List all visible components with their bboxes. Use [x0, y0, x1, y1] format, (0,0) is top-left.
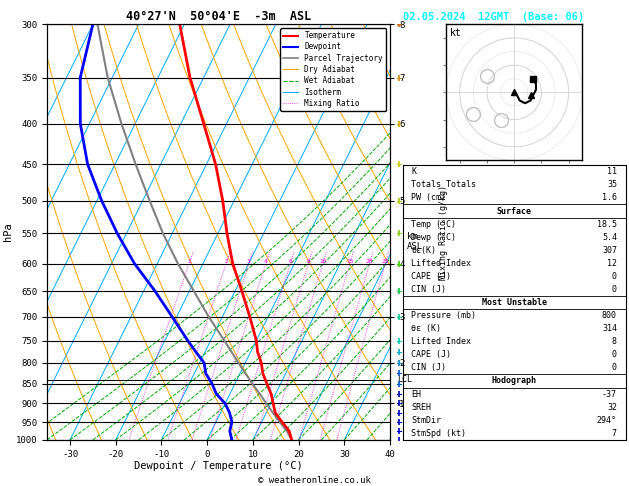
Text: Dewp (°C): Dewp (°C) [411, 233, 457, 242]
Text: 6: 6 [289, 259, 292, 263]
Text: 25: 25 [382, 259, 389, 263]
Text: 32: 32 [607, 402, 617, 412]
Text: 4: 4 [264, 259, 268, 263]
Text: 8: 8 [306, 259, 310, 263]
Text: 307: 307 [602, 246, 617, 255]
Title: 40°27'N  50°04'E  -3m  ASL: 40°27'N 50°04'E -3m ASL [126, 10, 311, 23]
Y-axis label: km
ASL: km ASL [407, 232, 423, 251]
Text: © weatheronline.co.uk: © weatheronline.co.uk [258, 476, 371, 485]
Text: 7: 7 [612, 429, 617, 438]
Legend: Temperature, Dewpoint, Parcel Trajectory, Dry Adiabat, Wet Adiabat, Isotherm, Mi: Temperature, Dewpoint, Parcel Trajectory… [280, 28, 386, 111]
Text: 2: 2 [224, 259, 228, 263]
Text: 314: 314 [602, 324, 617, 333]
Text: Surface: Surface [497, 207, 532, 215]
Text: Pressure (mb): Pressure (mb) [411, 311, 477, 320]
Text: StmDir: StmDir [411, 416, 442, 425]
Text: CIN (J): CIN (J) [411, 364, 447, 372]
Text: 0: 0 [612, 364, 617, 372]
Text: CAPE (J): CAPE (J) [411, 272, 452, 281]
Text: SREH: SREH [411, 402, 431, 412]
Text: StmSpd (kt): StmSpd (kt) [411, 429, 467, 438]
Text: Lifted Index: Lifted Index [411, 337, 472, 346]
Text: 10: 10 [319, 259, 326, 263]
Text: 294°: 294° [597, 416, 617, 425]
X-axis label: Dewpoint / Temperature (°C): Dewpoint / Temperature (°C) [134, 461, 303, 471]
Y-axis label: hPa: hPa [3, 223, 13, 242]
Text: CAPE (J): CAPE (J) [411, 350, 452, 359]
Text: Hodograph: Hodograph [492, 377, 537, 385]
Text: 15: 15 [346, 259, 353, 263]
Text: PW (cm): PW (cm) [411, 193, 447, 203]
Text: Mixing Ratio (g/kg): Mixing Ratio (g/kg) [439, 185, 448, 279]
Text: 5.4: 5.4 [602, 233, 617, 242]
Text: 20: 20 [366, 259, 374, 263]
Text: 0: 0 [612, 350, 617, 359]
Text: kt: kt [450, 28, 462, 38]
Text: θε (K): θε (K) [411, 324, 442, 333]
Text: Totals Totals: Totals Totals [411, 180, 477, 190]
Text: Lifted Index: Lifted Index [411, 259, 472, 268]
Text: 0: 0 [612, 285, 617, 294]
Text: 02.05.2024  12GMT  (Base: 06): 02.05.2024 12GMT (Base: 06) [403, 12, 584, 22]
Text: 12: 12 [607, 259, 617, 268]
Text: θε(K): θε(K) [411, 246, 437, 255]
Text: K: K [411, 167, 416, 176]
Text: LCL: LCL [397, 375, 412, 384]
Text: 0: 0 [612, 272, 617, 281]
Text: 3: 3 [247, 259, 251, 263]
Text: 35: 35 [607, 180, 617, 190]
Text: 800: 800 [602, 311, 617, 320]
Text: 18.5: 18.5 [597, 220, 617, 228]
Text: CIN (J): CIN (J) [411, 285, 447, 294]
Text: Most Unstable: Most Unstable [482, 298, 547, 307]
Text: 11: 11 [607, 167, 617, 176]
Text: 1: 1 [187, 259, 191, 263]
Text: -37: -37 [602, 390, 617, 399]
Text: EH: EH [411, 390, 421, 399]
Text: 8: 8 [612, 337, 617, 346]
Text: Temp (°C): Temp (°C) [411, 220, 457, 228]
Text: 1.6: 1.6 [602, 193, 617, 203]
